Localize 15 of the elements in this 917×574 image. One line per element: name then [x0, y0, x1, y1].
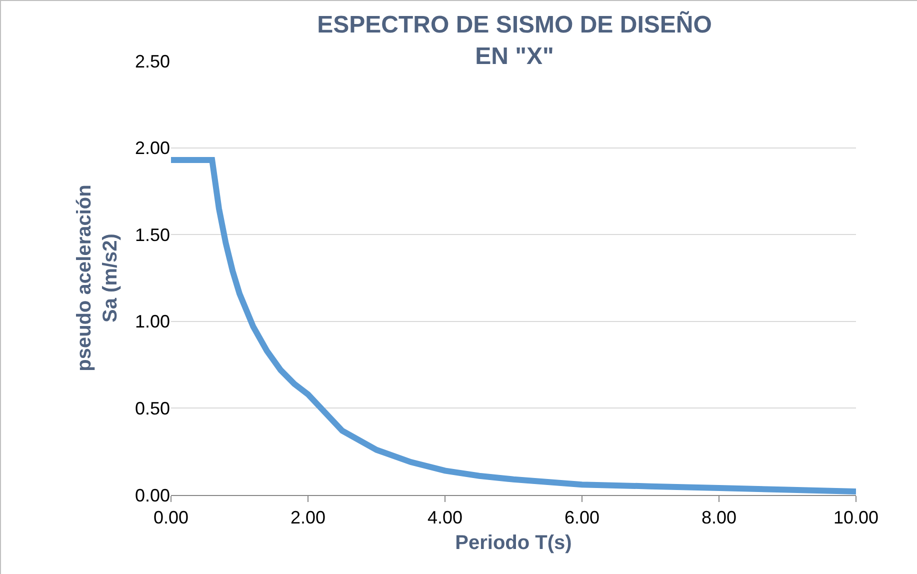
y-tick-label: 2.00 [134, 138, 170, 158]
chart-title: ESPECTRO DE SISMO DE DISEÑO EN "X" [317, 10, 712, 70]
y-tick-label: 2.50 [134, 51, 170, 72]
x-tick-label: 2.00 [290, 508, 326, 528]
y-axis-title: pseudo aceleración Sa (m/s2) [73, 184, 122, 372]
x-tick-label: 0.00 [153, 508, 189, 528]
x-tick-label: 10.00 [833, 508, 879, 528]
y-tick-label: 1.50 [134, 224, 170, 245]
y-tick-label: 0.50 [134, 398, 170, 418]
x-axis-title: Periodo T(s) [455, 532, 572, 554]
y-tick-label: 1.00 [134, 312, 170, 332]
x-tick-label: 6.00 [564, 508, 600, 528]
y-tick-label: 0.00 [134, 485, 170, 506]
x-tick-label: 8.00 [701, 508, 737, 528]
x-tick-label: 4.00 [427, 508, 463, 528]
